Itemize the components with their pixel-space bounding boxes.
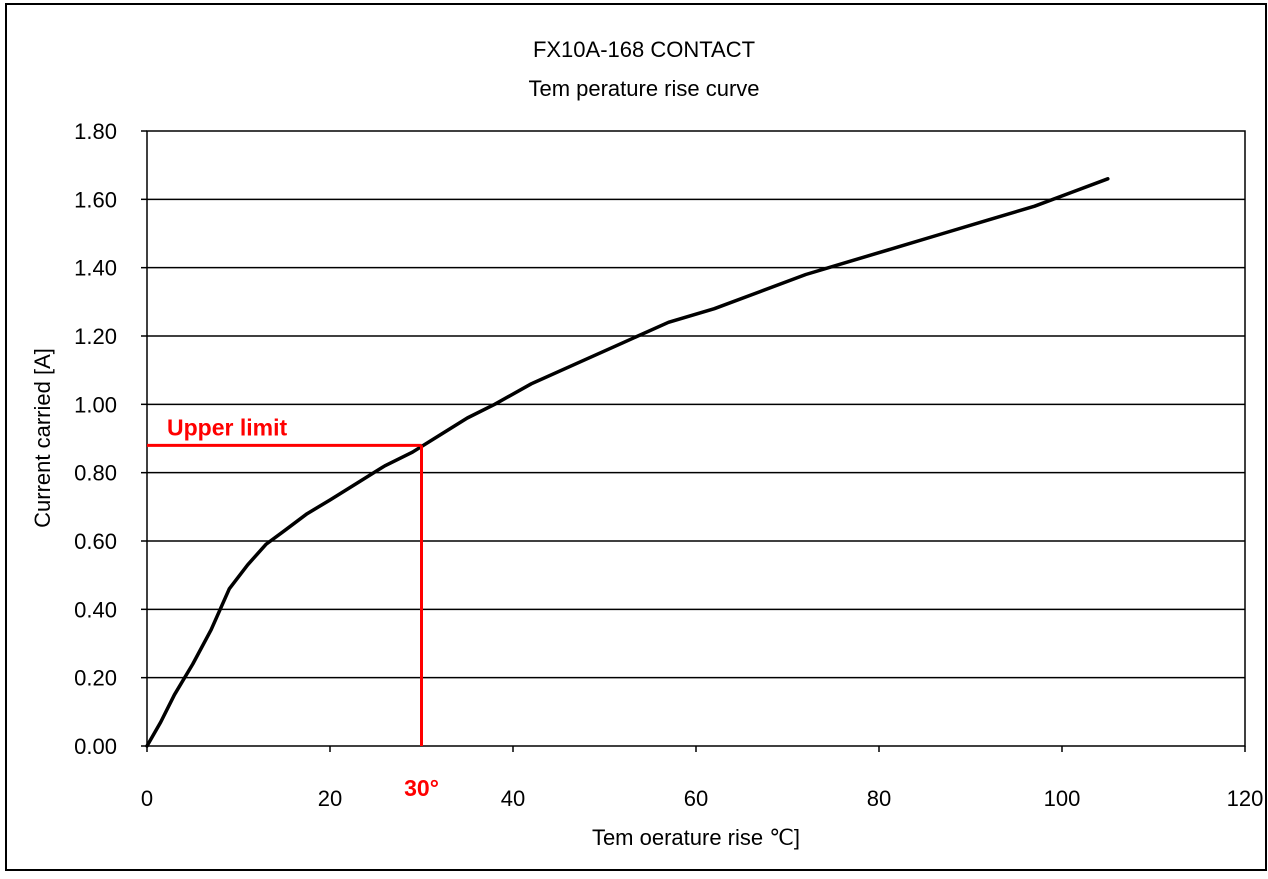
data-series	[145, 177, 1110, 748]
x-tick-labels: 0 20 40 60 80 100 120	[141, 746, 1263, 811]
x-tick-label: 120	[1227, 786, 1264, 811]
x-tick-label: 60	[684, 786, 708, 811]
y-tick-label: 0.80	[74, 461, 117, 486]
y-tick-label: 0.40	[74, 597, 117, 622]
gridlines	[147, 198, 1245, 679]
x-tick-label: 100	[1044, 786, 1081, 811]
upper-limit-label: Upper limit	[167, 414, 287, 440]
upper-limit-annotation: Upper limit 30°	[147, 414, 439, 801]
y-tick-labels: 0.00 0.20 0.40 0.60 0.80 1.00 1.20 1.40 1.60 1.80	[74, 119, 147, 759]
y-tick-label: 1.00	[74, 392, 117, 417]
x-tick-label: 20	[318, 786, 342, 811]
y-tick-label: 0.20	[74, 666, 117, 691]
chart-title: FX10A-168 CONTACT	[533, 37, 755, 62]
y-tick-label: 1.60	[74, 187, 117, 212]
y-tick-label: 1.40	[74, 256, 117, 281]
x-tick-label: 80	[867, 786, 891, 811]
y-tick-label: 1.80	[74, 119, 117, 144]
y-tick-label: 0.00	[74, 734, 117, 759]
x-axis-title: Tem oerature rise ℃]	[592, 825, 800, 850]
chart-outer-border	[5, 3, 1267, 871]
y-tick-label: 1.20	[74, 324, 117, 349]
chart-subtitle: Tem perature rise curve	[528, 76, 759, 101]
x-tick-label: 40	[501, 786, 525, 811]
series-line-0	[145, 177, 1110, 748]
y-tick-label: 0.60	[74, 529, 117, 554]
x-tick-label: 0	[141, 786, 153, 811]
y-axis-title: Current carried [A]	[30, 348, 55, 528]
x-marker-label: 30°	[404, 775, 439, 801]
